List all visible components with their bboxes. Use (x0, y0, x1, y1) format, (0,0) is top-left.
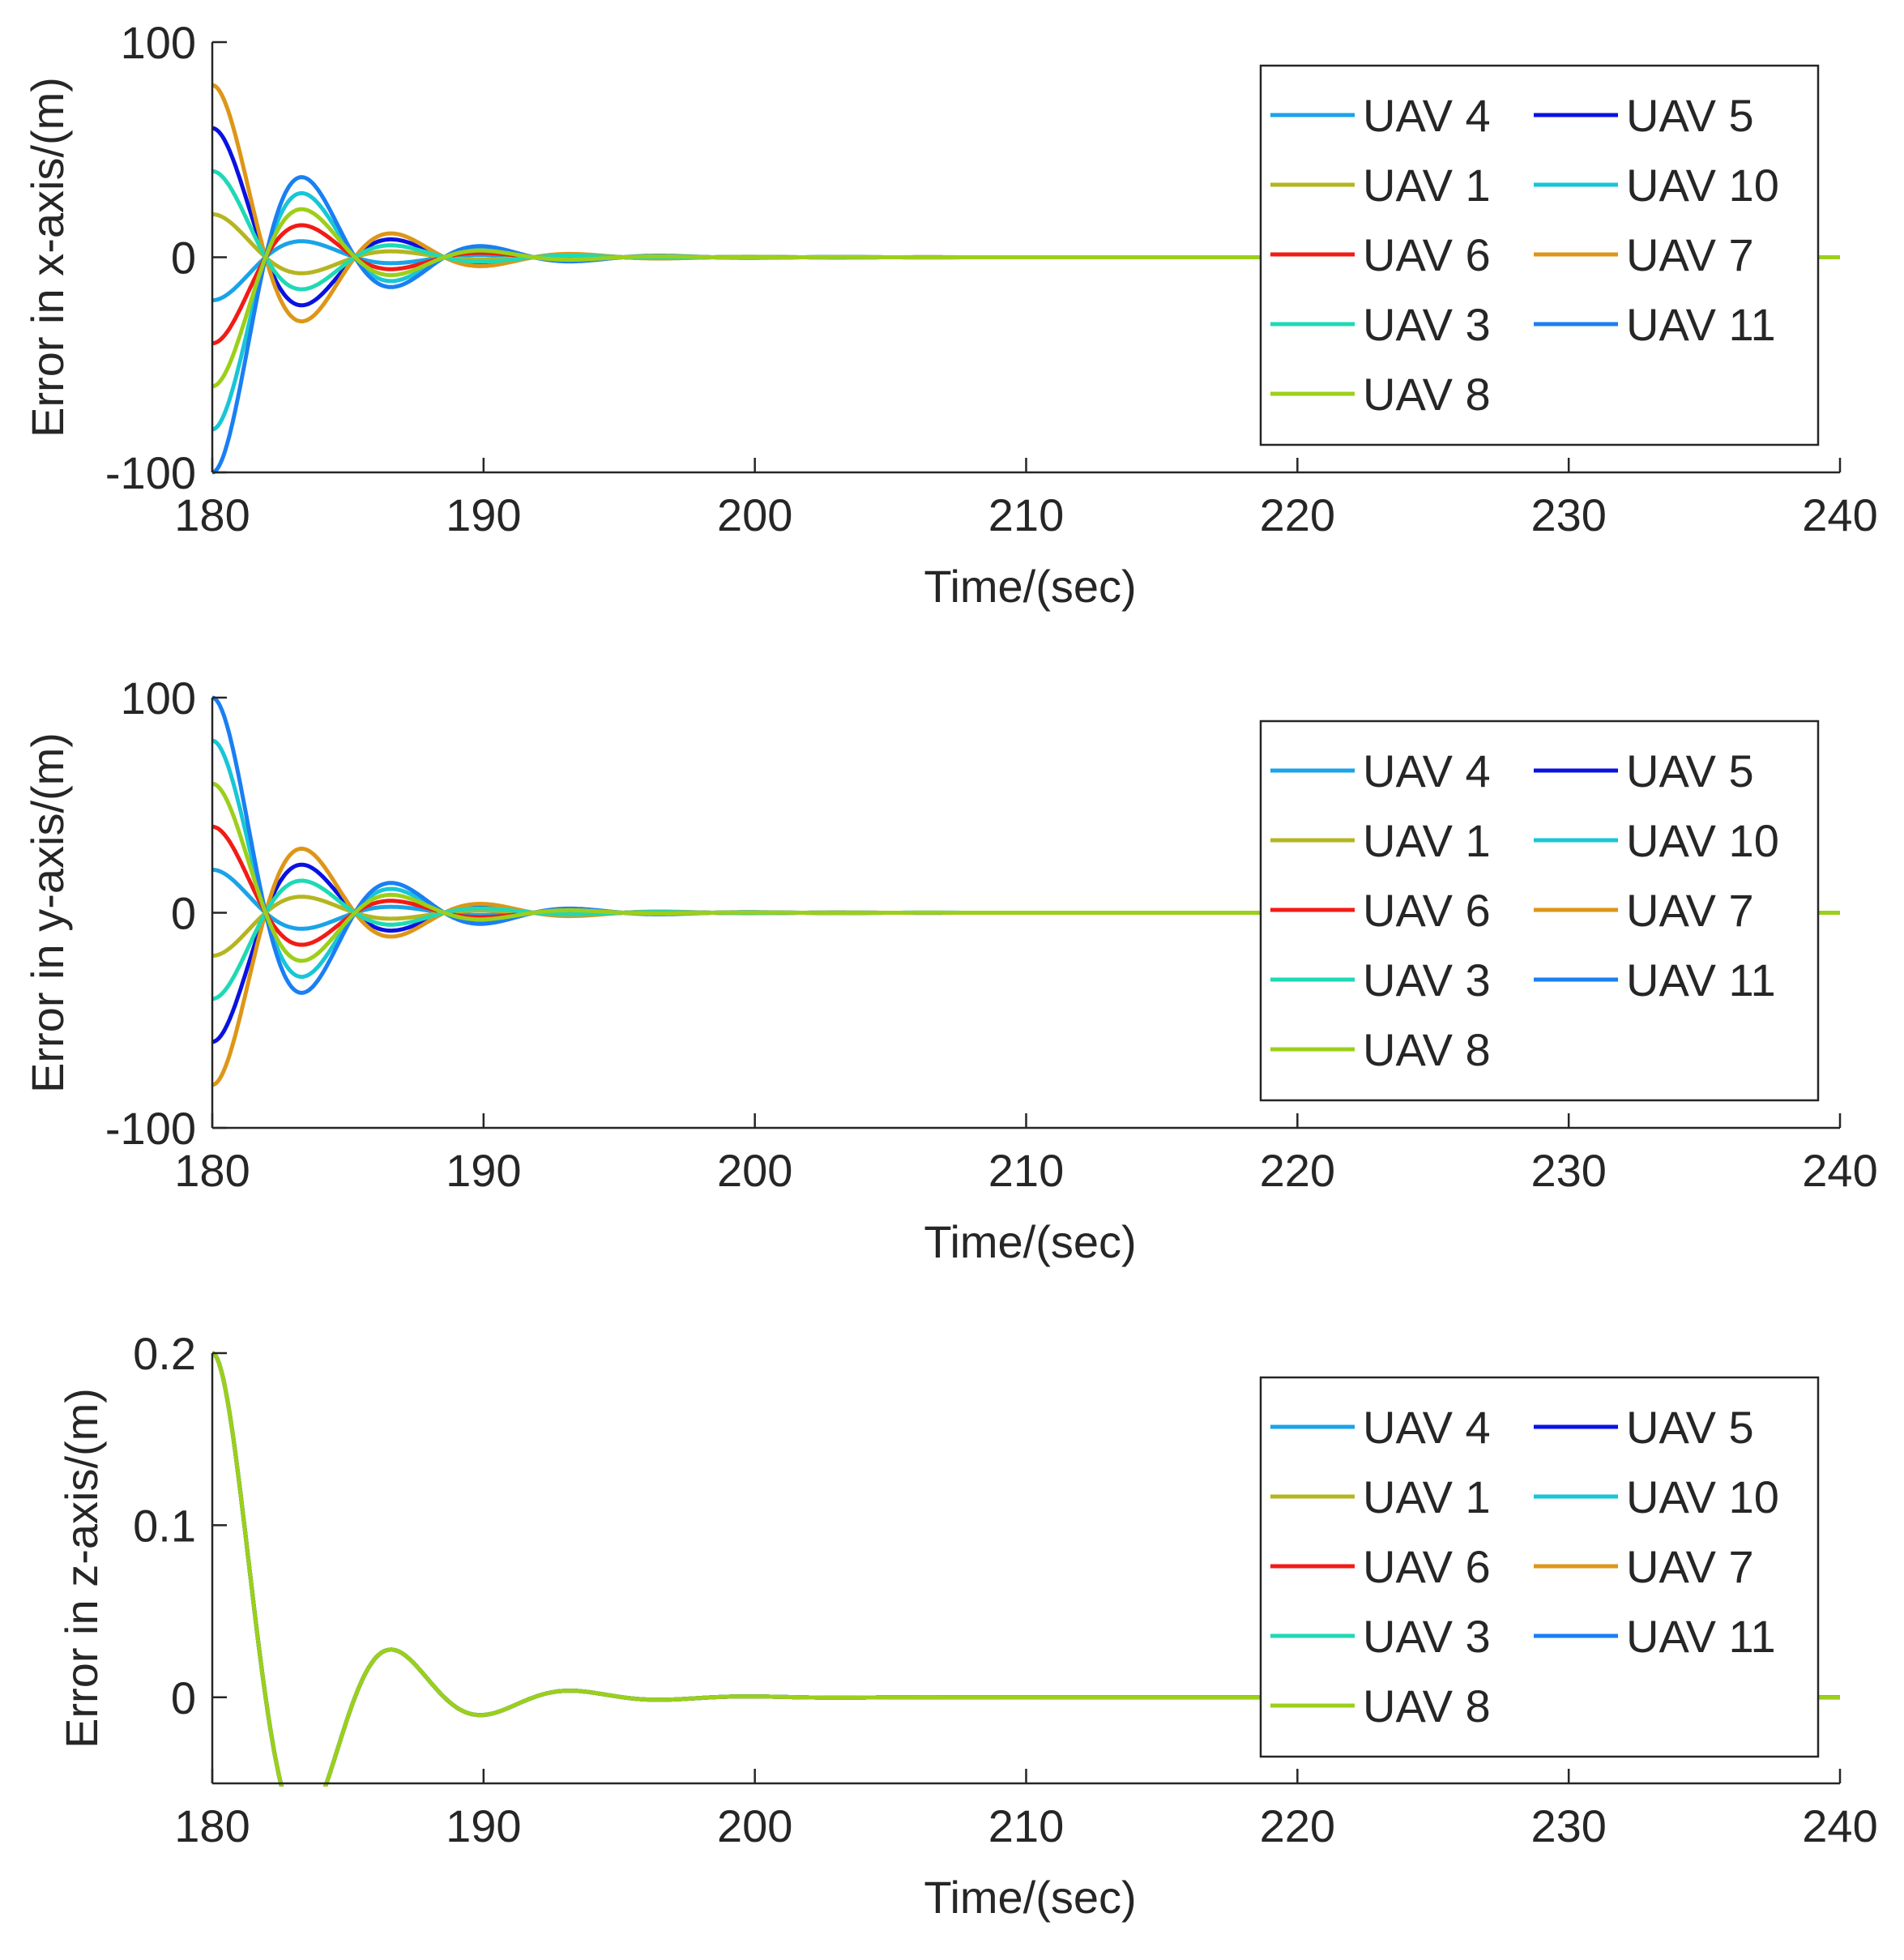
y-tick-label: 0.1 (133, 1500, 196, 1551)
y-tick-label: 100 (121, 673, 196, 724)
legend-label: UAV 4 (1363, 1402, 1491, 1453)
panel-y: 180 190 200 210 220 230 240 -100 0 100 Time/(sec) E… (22, 673, 1878, 1267)
y-tick-label: -100 (105, 447, 196, 498)
legend-label: UAV 6 (1363, 1541, 1491, 1592)
y-axis-label: Error in y-axis/(m) (22, 732, 73, 1093)
x-axis-label: Time/(sec) (924, 1872, 1136, 1923)
y-tick-label: -100 (105, 1103, 196, 1154)
x-tick-label: 200 (717, 489, 792, 540)
x-tick-label: 200 (717, 1800, 792, 1851)
x-axis-label: Time/(sec) (924, 561, 1136, 612)
legend-label: UAV 3 (1363, 954, 1491, 1006)
legend-label: UAV 7 (1626, 1541, 1754, 1592)
legend-label: UAV 11 (1626, 954, 1776, 1006)
legend: UAV 4 UAV 5 UAV 1 UAV 10 UAV 6 UAV 7 UAV 3 UAV … (1259, 64, 1820, 446)
x-tick-label: 180 (174, 1800, 250, 1851)
y-tick-label: 100 (121, 17, 196, 68)
x-tick-label: 230 (1530, 489, 1606, 540)
legend-label: UAV 5 (1626, 745, 1754, 796)
y-tick-label: 0.2 (133, 1328, 196, 1379)
legend-label: UAV 1 (1363, 1471, 1491, 1522)
legend-label: UAV 11 (1626, 1611, 1776, 1662)
legend: UAV 4 UAV 5 UAV 1 UAV 10 UAV 6 UAV 7 UAV 3 UAV … (1259, 1376, 1820, 1758)
x-tick-label: 240 (1802, 489, 1877, 540)
x-tick-label: 200 (717, 1145, 792, 1196)
x-tick-label: 240 (1802, 1800, 1877, 1851)
x-tick-label: 190 (446, 1800, 521, 1851)
x-tick-label: 210 (988, 1800, 1064, 1851)
legend-label: UAV 10 (1626, 160, 1779, 211)
panel-x: 180 190 200 210 220 230 240 -100 0 100 Time/(sec) E… (22, 17, 1878, 612)
x-tick-label: 210 (988, 489, 1064, 540)
y-tick-label: 0 (171, 888, 196, 939)
legend-label: UAV 8 (1363, 369, 1491, 420)
legend-label: UAV 7 (1626, 229, 1754, 280)
legend-label: UAV 10 (1626, 1471, 1779, 1522)
x-tick-label: 180 (174, 1145, 250, 1196)
legend-label: UAV 6 (1363, 229, 1491, 280)
legend-label: UAV 6 (1363, 885, 1491, 936)
legend-label: UAV 7 (1626, 885, 1754, 936)
y-axis-label: Error in z-axis/(m) (56, 1388, 107, 1749)
x-tick-label: 230 (1530, 1145, 1606, 1196)
legend-label: UAV 11 (1626, 299, 1776, 350)
x-axis-label: Time/(sec) (924, 1216, 1136, 1267)
x-tick-label: 180 (174, 489, 250, 540)
panel-z: 180 190 200 210 220 230 240 0 0.1 0.2 Time/(sec) Er… (56, 1328, 1878, 1923)
legend: UAV 4 UAV 5 UAV 1 UAV 10 UAV 6 UAV 7 UAV 3 UAV … (1259, 720, 1820, 1102)
x-tick-label: 220 (1260, 1800, 1335, 1851)
legend-label: UAV 3 (1363, 1611, 1491, 1662)
y-tick-label: 0 (171, 233, 196, 284)
x-tick-label: 190 (446, 489, 521, 540)
x-tick-label: 190 (446, 1145, 521, 1196)
y-tick-label: 0 (171, 1672, 196, 1723)
x-tick-label: 220 (1260, 1145, 1335, 1196)
legend-label: UAV 5 (1626, 1402, 1754, 1453)
x-tick-label: 240 (1802, 1145, 1877, 1196)
legend-label: UAV 4 (1363, 745, 1491, 796)
y-axis-label: Error in x-axis/(m) (22, 77, 73, 438)
legend-label: UAV 4 (1363, 90, 1491, 141)
legend-label: UAV 8 (1363, 1680, 1491, 1732)
legend-label: UAV 3 (1363, 299, 1491, 350)
legend-label: UAV 5 (1626, 90, 1754, 141)
legend-label: UAV 10 (1626, 815, 1779, 866)
legend-label: UAV 8 (1363, 1024, 1491, 1075)
legend-label: UAV 1 (1363, 815, 1491, 866)
legend-label: UAV 1 (1363, 160, 1491, 211)
x-tick-label: 230 (1530, 1800, 1606, 1851)
x-tick-label: 210 (988, 1145, 1064, 1196)
x-tick-label: 220 (1260, 489, 1335, 540)
